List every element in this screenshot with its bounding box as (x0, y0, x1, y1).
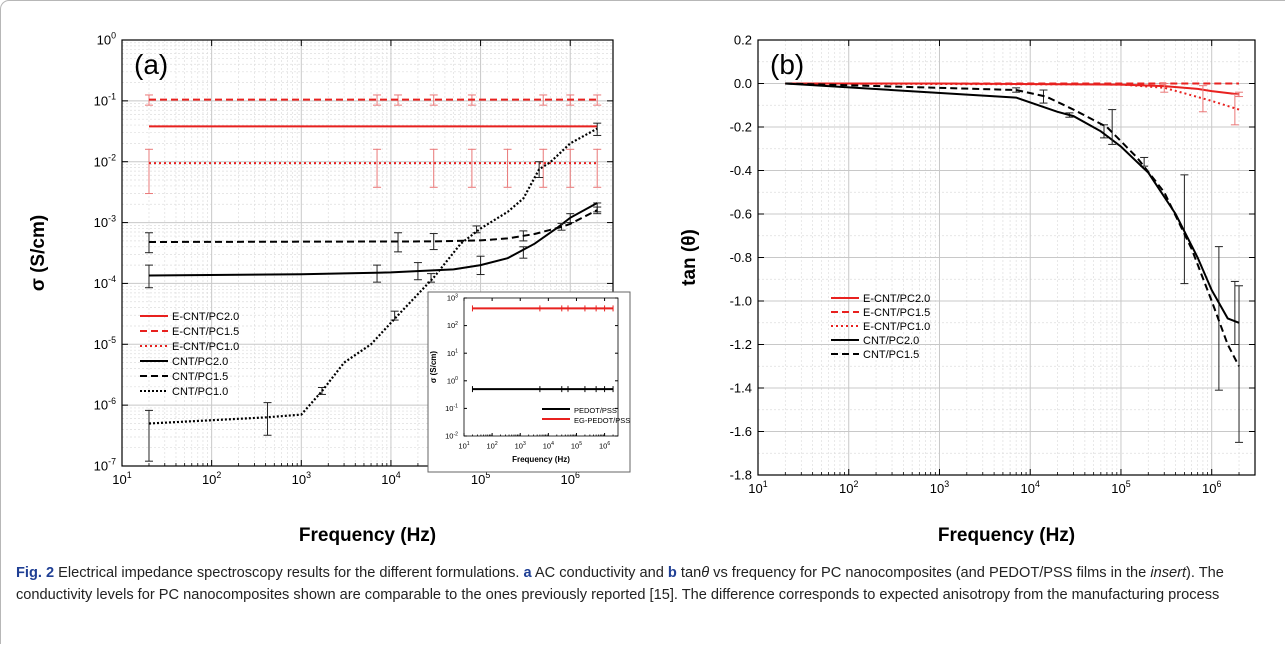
x-tick-label: 103 (930, 479, 949, 496)
y-tick-label: 10-7 (94, 457, 116, 474)
y-tick-label: -0.6 (730, 207, 752, 222)
caption-figure-label: Fig. 2 (16, 565, 55, 581)
y-axis-title: σ (S/cm) (429, 351, 438, 383)
x-tick-label: 106 (1202, 479, 1221, 496)
series-CNT/PC2.0 (785, 82, 1244, 443)
y-tick-label: 10-6 (94, 396, 116, 413)
panel-label: (b) (770, 49, 804, 80)
y-tick-label: 10-1 (94, 92, 116, 109)
series-CNT/PC1.5 (785, 82, 1240, 367)
x-tick-label: 102 (839, 479, 858, 496)
plot-frame (463, 297, 619, 437)
chart-a: 101 102 103 104 105 106 10-7 10-6 10-5 10-4 10-3 10… (28, 31, 614, 546)
series-EG-PEDOT/PSS (471, 305, 614, 312)
x-tick-label: 105 (571, 441, 582, 450)
y-tick-label: 100 (447, 376, 458, 385)
legend-label: CNT/PC1.0 (172, 386, 228, 398)
caption-panel-a-ref: a (523, 565, 532, 581)
figure-panel: 101 102 103 104 105 106 10-7 10-6 10-5 10-4 10-3 10… (28, 31, 1256, 546)
y-tick-label: 10-5 (94, 335, 116, 352)
inset-background (427, 291, 631, 473)
series-line (148, 209, 598, 243)
y-tick-label: -0.2 (730, 120, 752, 135)
legend-label: E-CNT/PC1.0 (863, 321, 930, 333)
y-tick-label: -1.6 (730, 424, 752, 439)
caption-text-4: vs frequency for PC nanocomposites (and … (709, 565, 1151, 581)
caption-insert: insert (1150, 565, 1187, 581)
y-axis-title: tan (θ) (679, 229, 700, 286)
chart-b: 101 102 103 104 105 106 -1.8 -1.6 -1.4 -1.2 -1.0 -0… (679, 33, 1256, 546)
x-tick-label: 101 (458, 441, 469, 450)
y-tick-label: -1.2 (730, 337, 752, 352)
series-line (785, 82, 1240, 367)
panel-label: (a) (134, 49, 168, 80)
y-tick-label: 10-2 (445, 431, 458, 440)
x-tick-label: 104 (381, 470, 400, 487)
figure-caption: Fig. 2 Electrical impedance spectroscopy… (16, 562, 1271, 606)
legend-label: EG-PEDOT/PSS (574, 416, 630, 425)
series-CNT/PC1.0 (144, 122, 602, 462)
legend-label: CNT/PC1.5 (172, 371, 228, 383)
x-axis-title: Frequency (Hz) (299, 525, 436, 546)
y-tick-label: 0.2 (734, 33, 752, 48)
x-tick-label: 103 (292, 470, 311, 487)
series-CNT/PC1.5 (144, 206, 602, 254)
series-CNT/PC2.0 (144, 202, 602, 289)
y-tick-label: -1.8 (730, 468, 752, 483)
y-tick-label: 10-1 (445, 404, 458, 413)
series-line (148, 127, 598, 425)
y-tick-label: 102 (447, 321, 458, 330)
caption-theta: θ (701, 565, 710, 581)
y-tick-label: 100 (97, 31, 116, 48)
x-tick-label: 105 (471, 470, 490, 487)
legend-label: PEDOT/PSS (574, 406, 617, 415)
caption-text-2: AC conductivity and (531, 565, 668, 581)
legend-label: E-CNT/PC2.0 (863, 293, 930, 305)
y-tick-label: 101 (447, 348, 458, 357)
x-tick-label: 102 (202, 470, 221, 487)
caption-text-1: Electrical impedance spectroscopy result… (54, 565, 524, 581)
x-axis-title: Frequency (Hz) (938, 525, 1075, 546)
x-tick-label: 103 (515, 441, 526, 450)
y-axis-title: σ (S/cm) (28, 215, 49, 291)
x-tick-label: 101 (748, 479, 767, 496)
legend-label: CNT/PC2.0 (172, 356, 228, 368)
series-E-CNT/PC1.5 (144, 94, 602, 106)
legend-label: CNT/PC2.0 (863, 335, 919, 347)
x-tick-label: 104 (543, 441, 554, 450)
series-PEDOT/PSS (471, 386, 614, 393)
x-tick-label: 106 (599, 441, 610, 450)
y-tick-label: 10-2 (94, 152, 116, 169)
legend-label: E-CNT/PC1.5 (863, 307, 930, 319)
legend-label: E-CNT/PC2.0 (172, 311, 239, 323)
x-tick-label: 104 (1021, 479, 1040, 496)
legend-label: E-CNT/PC1.0 (172, 341, 239, 353)
legend-label: E-CNT/PC1.5 (172, 326, 239, 338)
y-tick-label: 0.0 (734, 76, 752, 91)
y-tick-label: -0.8 (730, 250, 752, 265)
series-E-CNT/PC1.0 (144, 148, 602, 195)
legend-label: CNT/PC1.5 (863, 349, 919, 361)
y-tick-label: 10-3 (94, 213, 116, 230)
x-tick-label: 101 (112, 470, 131, 487)
y-tick-label: -1.0 (730, 294, 752, 309)
caption-text-5: ). The conductivity levels for PC nanoco… (16, 565, 1224, 603)
x-tick-label: 105 (1111, 479, 1130, 496)
x-tick-label: 102 (487, 441, 498, 450)
y-tick-label: -0.4 (730, 163, 752, 178)
caption-panel-b-ref: b (667, 565, 677, 581)
caption-text-3: tan (676, 565, 702, 581)
series-line (785, 82, 1240, 324)
y-tick-label: 103 (447, 293, 458, 302)
chart-inset: 101 102 103 104 105 106 10-2 10-1 100 101 102 103 Fr… (429, 293, 630, 464)
y-tick-label: -1.4 (730, 381, 752, 396)
y-tick-label: 10-4 (94, 274, 116, 291)
series-E-CNT/PC1.0 (785, 82, 1240, 126)
x-tick-label: 106 (561, 470, 580, 487)
x-axis-title: Frequency (Hz) (512, 455, 570, 464)
plot-frame (121, 39, 614, 467)
